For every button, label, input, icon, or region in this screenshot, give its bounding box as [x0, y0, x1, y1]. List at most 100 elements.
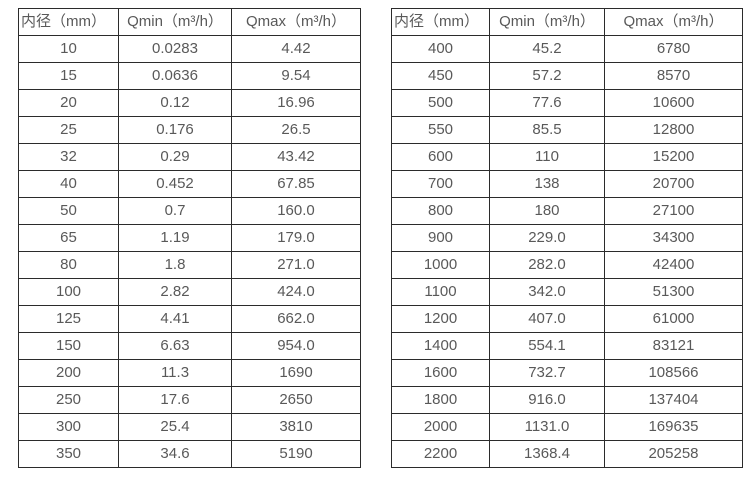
table-cell: 77.6	[489, 89, 605, 117]
table-cell: 108566	[604, 359, 743, 387]
table-cell: 1600	[391, 359, 490, 387]
table-cell: 342.0	[489, 278, 605, 306]
table-row: 1800 916.0 137404	[391, 386, 743, 414]
table-cell: 800	[391, 197, 490, 225]
table-cell: 0.12	[118, 89, 232, 117]
table-cell: 16.96	[231, 89, 361, 117]
table-cell: 200	[18, 359, 119, 387]
table-cell: 5190	[231, 440, 361, 468]
table-cell: 1800	[391, 386, 490, 414]
table-cell: 4.41	[118, 305, 232, 333]
table-row: 550 85.5 12800	[391, 116, 743, 144]
table-cell: 26.5	[231, 116, 361, 144]
table-cell: 3810	[231, 413, 361, 441]
table-cell: 11.3	[118, 359, 232, 387]
table-cell: 550	[391, 116, 490, 144]
table-cell: 407.0	[489, 305, 605, 333]
table-cell: 662.0	[231, 305, 361, 333]
table-row: 400 45.2 6780	[391, 35, 743, 63]
table-row: 350 34.6 5190	[18, 440, 361, 468]
table-row: 20 0.12 16.96	[18, 89, 361, 117]
table-row: 1400 554.1 83121	[391, 332, 743, 360]
table-cell: 6.63	[118, 332, 232, 360]
table-cell: 0.452	[118, 170, 232, 198]
table-row: 250 17.6 2650	[18, 386, 361, 414]
table-cell: 34.6	[118, 440, 232, 468]
table-cell: 45.2	[489, 35, 605, 63]
table-cell: 732.7	[489, 359, 605, 387]
table-row: 300 25.4 3810	[18, 413, 361, 441]
table-row: 65 1.19 179.0	[18, 224, 361, 252]
table-cell: 25.4	[118, 413, 232, 441]
table-cell: 138	[489, 170, 605, 198]
table-cell: 900	[391, 224, 490, 252]
table-cell: 6780	[604, 35, 743, 63]
column-header: Qmin（m³/h）	[489, 8, 605, 36]
table-cell: 1131.0	[489, 413, 605, 441]
table-row: 25 0.176 26.5	[18, 116, 361, 144]
table-cell: 1.19	[118, 224, 232, 252]
table-row: 100 2.82 424.0	[18, 278, 361, 306]
table-cell: 0.0636	[118, 62, 232, 90]
table-cell: 2650	[231, 386, 361, 414]
table-row: 1200 407.0 61000	[391, 305, 743, 333]
table-cell: 17.6	[118, 386, 232, 414]
table-cell: 40	[18, 170, 119, 198]
table-cell: 20	[18, 89, 119, 117]
table-cell: 0.7	[118, 197, 232, 225]
table-cell: 180	[489, 197, 605, 225]
table-cell: 350	[18, 440, 119, 468]
table-cell: 916.0	[489, 386, 605, 414]
table-cell: 300	[18, 413, 119, 441]
table-cell: 1368.4	[489, 440, 605, 468]
table-row: 2000 1131.0 169635	[391, 413, 743, 441]
table-row: 1600 732.7 108566	[391, 359, 743, 387]
table-cell: 8570	[604, 62, 743, 90]
table-cell: 2000	[391, 413, 490, 441]
table-row: 10 0.0283 4.42	[18, 35, 361, 63]
table-row: 700 138 20700	[391, 170, 743, 198]
table-cell: 1.8	[118, 251, 232, 279]
table-row: 15 0.0636 9.54	[18, 62, 361, 90]
table-row: 150 6.63 954.0	[18, 332, 361, 360]
column-header: Qmax（m³/h）	[604, 8, 743, 36]
table-cell: 0.0283	[118, 35, 232, 63]
table-cell: 125	[18, 305, 119, 333]
table-row: 500 77.6 10600	[391, 89, 743, 117]
table-row: 900 229.0 34300	[391, 224, 743, 252]
table-row: 125 4.41 662.0	[18, 305, 361, 333]
table-cell: 15	[18, 62, 119, 90]
table-cell: 137404	[604, 386, 743, 414]
table-row: 200 11.3 1690	[18, 359, 361, 387]
table-cell: 100	[18, 278, 119, 306]
table-cell: 554.1	[489, 332, 605, 360]
table-cell: 500	[391, 89, 490, 117]
table-cell: 10	[18, 35, 119, 63]
column-header: 内径（mm）	[18, 8, 119, 36]
table-cell: 42400	[604, 251, 743, 279]
table-cell: 32	[18, 143, 119, 171]
table-cell: 450	[391, 62, 490, 90]
table-cell: 169635	[604, 413, 743, 441]
table-cell: 700	[391, 170, 490, 198]
table-cell: 0.29	[118, 143, 232, 171]
table-cell: 250	[18, 386, 119, 414]
table-cell: 400	[391, 35, 490, 63]
table-row: 1000 282.0 42400	[391, 251, 743, 279]
table-cell: 15200	[604, 143, 743, 171]
table-cell: 2200	[391, 440, 490, 468]
table-cell: 205258	[604, 440, 743, 468]
table-row: 800 180 27100	[391, 197, 743, 225]
flow-spec-table-small-diameters: 内径（mm） Qmin（m³/h） Qmax（m³/h） 10 0.0283 4.42 15…	[18, 8, 361, 468]
table-cell: 179.0	[231, 224, 361, 252]
table-cell: 282.0	[489, 251, 605, 279]
table-cell: 80	[18, 251, 119, 279]
table-cell: 57.2	[489, 62, 605, 90]
table-cell: 229.0	[489, 224, 605, 252]
table-cell: 25	[18, 116, 119, 144]
column-header: Qmax（m³/h）	[231, 8, 361, 36]
table-cell: 10600	[604, 89, 743, 117]
table-cell: 424.0	[231, 278, 361, 306]
table-cell: 1200	[391, 305, 490, 333]
